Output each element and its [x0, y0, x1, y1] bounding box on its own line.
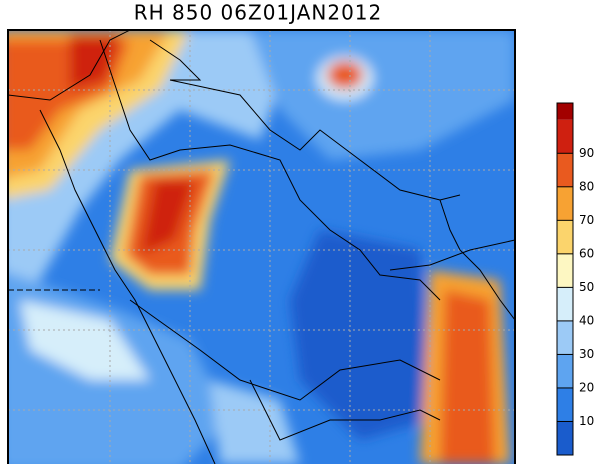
colorbar-label: 60 — [579, 246, 594, 260]
colorbar-label: 90 — [579, 146, 594, 160]
colorbar-box — [557, 103, 573, 120]
map-title: RH 850 06Z01JAN2012 — [134, 1, 383, 25]
colorbar-label: 80 — [579, 179, 594, 193]
colorbar-label: 20 — [579, 380, 594, 394]
colorbar: 10 20 30 40 50 60 70 80 90 — [556, 102, 594, 456]
colorbar-box — [557, 387, 573, 422]
colorbar-box — [557, 253, 573, 288]
colorbar-box — [557, 220, 573, 254]
colorbar-box — [557, 421, 573, 455]
colorbar-label: 30 — [579, 347, 594, 361]
colorbar-box — [557, 287, 573, 321]
colorbar-box — [557, 186, 573, 221]
colorbar-label: 70 — [579, 213, 594, 227]
colorbar-frame — [556, 102, 574, 456]
colorbar-box — [557, 320, 573, 355]
colorbar-label: 10 — [579, 414, 594, 428]
colorbar-box — [557, 119, 573, 154]
colorbar-box — [557, 153, 573, 187]
colorbar-label: 40 — [579, 313, 594, 327]
colorbar-label: 50 — [579, 280, 594, 294]
map-frame — [7, 29, 516, 464]
colorbar-box — [557, 354, 573, 388]
